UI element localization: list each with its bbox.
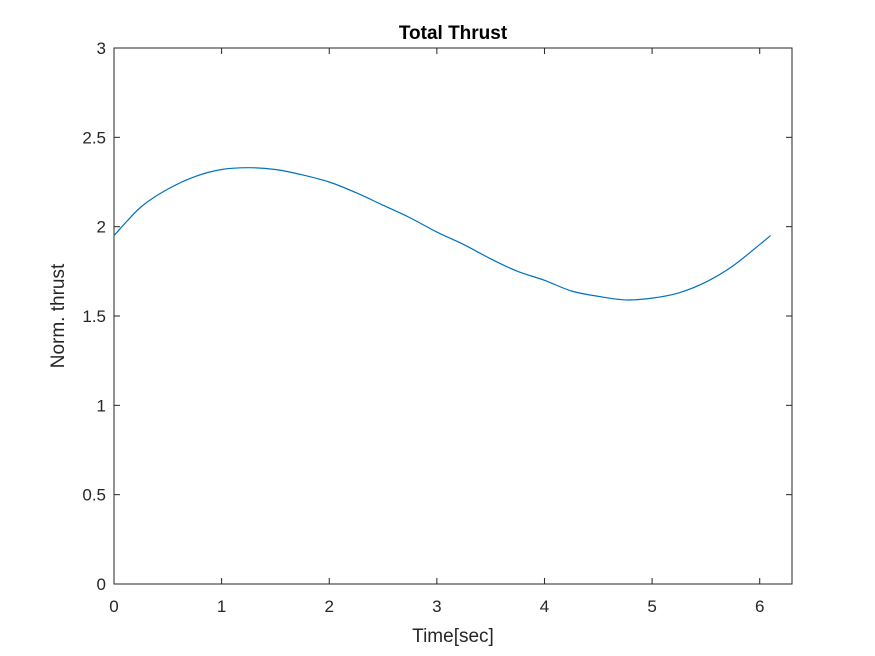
x-tick-label: 4 <box>540 597 549 616</box>
series-line <box>113 167 771 301</box>
x-tick-label: 1 <box>217 597 226 616</box>
plot-area: 0 1 2 3 4 5 6 0 0.5 1 1.5 2 2.5 3 <box>82 39 793 616</box>
x-tick-label: 6 <box>755 597 764 616</box>
x-tick-label: 2 <box>325 597 334 616</box>
x-tick-label: 5 <box>647 597 656 616</box>
y-tick-label: 2 <box>97 218 106 237</box>
y-tick-label: 0.5 <box>82 486 106 505</box>
x-tick-label: 3 <box>432 597 441 616</box>
y-tick-label: 1.5 <box>82 307 106 326</box>
y-tick-label: 3 <box>97 39 106 58</box>
y-axis-label: Norm. thrust <box>48 263 69 368</box>
axes-box <box>113 47 793 585</box>
y-tick-label: 2.5 <box>82 128 106 147</box>
y-tick-label: 1 <box>97 396 106 415</box>
x-tick-label: 0 <box>109 597 118 616</box>
chart-title: Total Thrust <box>399 23 508 44</box>
y-tick-label: 0 <box>97 575 106 594</box>
x-axis-label: Time[sec] <box>412 626 494 647</box>
